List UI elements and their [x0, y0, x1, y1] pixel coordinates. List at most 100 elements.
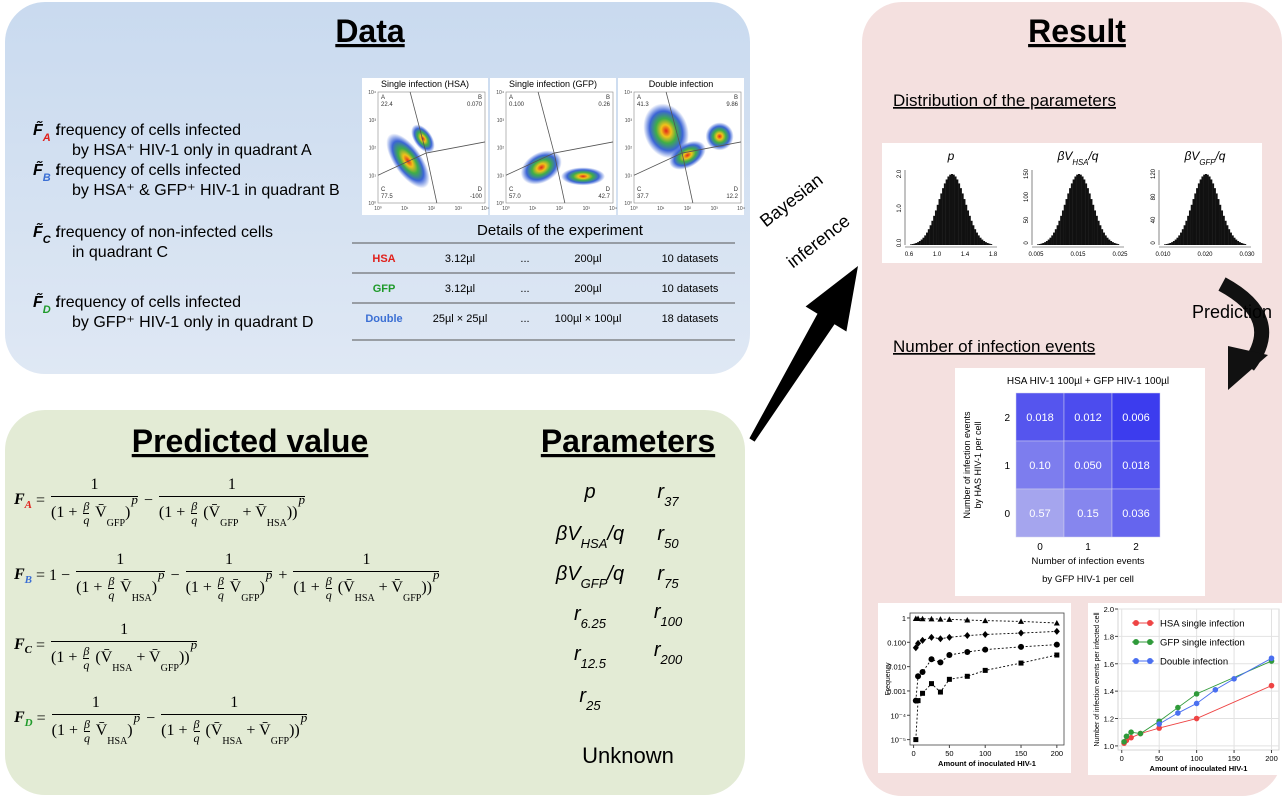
quadrant-value: 0.070 [467, 102, 483, 108]
histogram-bar [1182, 229, 1184, 245]
unknown-label: Unknown [582, 743, 674, 768]
math-tail: /q [1214, 149, 1225, 163]
den-text: + V̄ [242, 722, 270, 740]
math-sub: GFP [581, 576, 608, 591]
flow-tick-label: 10¹ [529, 206, 537, 212]
math-base: βV [555, 523, 582, 545]
histogram-bar [1096, 216, 1098, 245]
numerator: 1 [51, 621, 197, 642]
den-text: )) [287, 504, 298, 522]
den-text: (1 + [159, 504, 189, 522]
heatmap-col-label: 2 [1133, 542, 1139, 553]
heatmap-col-label: 1 [1085, 542, 1091, 553]
x-tick-label: 0 [911, 749, 915, 758]
histogram-bar [912, 244, 914, 245]
histogram-bar [928, 229, 930, 245]
definition-text: by HSA⁺ & GFP⁺ HIV-1 in quadrant B [72, 182, 340, 199]
histogram-bar [951, 174, 953, 245]
point [983, 668, 988, 673]
flow-tick-label: 10³ [711, 206, 719, 212]
histogram-bar [1053, 233, 1055, 245]
quadrant-letter: D [734, 187, 739, 193]
histogram-bar [1080, 175, 1082, 245]
histogram-bar [1114, 243, 1116, 245]
flow-tick-label: 10¹ [625, 173, 633, 179]
small-fraction: βq [194, 718, 200, 745]
histogram-bar [942, 188, 944, 245]
flow-tick-label: 10⁴ [368, 90, 376, 96]
formula-op: + [274, 567, 291, 585]
point [946, 652, 952, 658]
lhs-symbol: F [14, 491, 25, 508]
den-text: + V̄ [132, 649, 160, 667]
den-sub: GFP [271, 736, 289, 747]
point [928, 656, 934, 662]
formula-lhs: FA [14, 491, 32, 511]
histogram-bar [1217, 199, 1219, 245]
math-base: βV [1184, 149, 1201, 163]
den-text: (1 + [51, 649, 81, 667]
den-text: (V̄ [334, 579, 355, 597]
point [929, 681, 934, 686]
definition-text: frequency of cells infected [56, 294, 241, 311]
den-sub: HSA [355, 593, 375, 604]
den-sub: HSA [222, 736, 242, 747]
histogram-bar [1110, 241, 1112, 245]
point [982, 647, 988, 653]
point [1138, 731, 1144, 737]
den-text: ) [260, 579, 265, 597]
histogram-bar [914, 244, 916, 245]
flow-tick-label: 10² [369, 146, 377, 152]
table-cell: HSA [372, 253, 395, 265]
flow-tick-label: 10¹ [497, 173, 505, 179]
sf-num: β [191, 500, 197, 514]
y-tick-label: 1.4 [1104, 687, 1114, 696]
x-tick-label: 50 [1155, 754, 1163, 763]
histogram-x-tick: 0.030 [1239, 252, 1255, 258]
point [964, 649, 970, 655]
flow-tick-label: 10² [684, 206, 692, 212]
histogram-bar [1073, 179, 1075, 245]
exponent: p [134, 710, 141, 726]
den-text: (1 + [51, 504, 81, 522]
histogram-bar [1237, 241, 1239, 245]
histogram-bar [1216, 193, 1218, 245]
histogram-bar [1058, 221, 1060, 245]
heatmap-row-label: 2 [1004, 413, 1010, 424]
histogram-bar [978, 235, 980, 245]
quadrant-letter: C [637, 187, 642, 193]
heatmap-value: 0.036 [1122, 508, 1150, 520]
histogram-bar [980, 238, 982, 245]
flow-tick-label: 10⁰ [630, 206, 638, 212]
flow-tick-label: 10³ [455, 206, 463, 212]
flow-tick-label: 10¹ [369, 173, 377, 179]
math-sub: 200 [659, 652, 682, 667]
quadrant-value: 0.26 [598, 102, 610, 108]
legend-marker [1147, 658, 1153, 664]
point [965, 674, 970, 679]
formula-op: = [32, 492, 49, 510]
den-text: (V̄ [91, 649, 112, 667]
point [1124, 734, 1130, 740]
definition-text: by HSA⁺ HIV-1 only in quadrant A [72, 142, 312, 159]
histogram-bar [933, 216, 935, 245]
histogram-bar [1046, 241, 1048, 245]
denominator: (1 + βq V̄HSA)p [52, 715, 140, 745]
quadrant-letter: D [478, 187, 483, 193]
histogram-bar [1196, 188, 1198, 245]
histogram-bar [930, 225, 932, 245]
histogram-bar [1210, 179, 1212, 245]
histogram-bar [1060, 216, 1062, 245]
heatmap-value: 0.15 [1077, 508, 1098, 520]
histogram-bar [1099, 225, 1101, 245]
distribution-heading: Distribution of the parameters [893, 91, 1116, 110]
histogram-bar [955, 176, 957, 245]
histogram-bar [1194, 193, 1196, 245]
y-tick-label: 10⁻⁴ [890, 711, 906, 720]
math-base: βV [555, 563, 582, 585]
sf-num: β [218, 575, 224, 589]
quadrant-value: 37.7 [637, 194, 649, 200]
formula-op: − [142, 710, 159, 728]
histogram-bar [976, 233, 978, 245]
